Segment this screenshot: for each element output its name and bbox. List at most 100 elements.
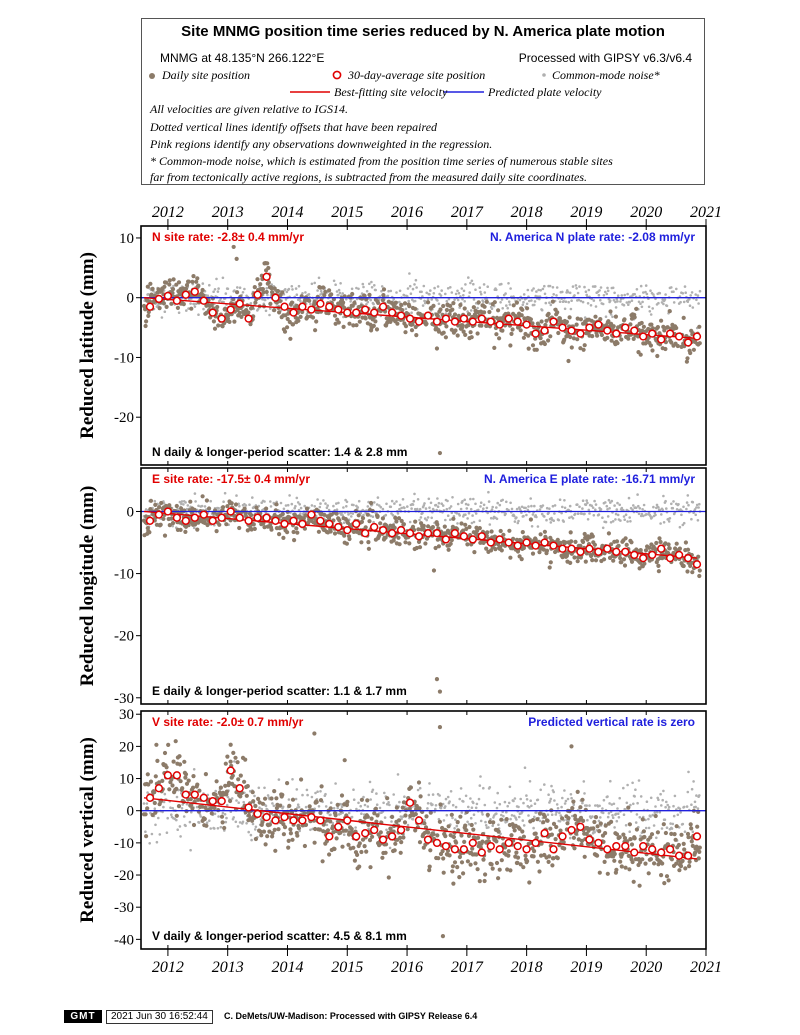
daily-point xyxy=(485,530,490,535)
cmn-point xyxy=(568,836,572,840)
cmn-point xyxy=(313,281,317,285)
cmn-point xyxy=(213,812,217,816)
daily-point xyxy=(313,328,318,333)
avg-point xyxy=(692,332,702,341)
cmn-point xyxy=(598,804,601,808)
cmn-point xyxy=(608,507,611,510)
daily-point xyxy=(632,836,637,841)
daily-point xyxy=(537,550,542,555)
avg-point xyxy=(244,314,253,323)
cmn-point xyxy=(517,815,521,819)
cmn-point xyxy=(357,801,360,805)
cmn-point xyxy=(645,292,649,296)
daily-point xyxy=(153,502,158,507)
daily-point xyxy=(209,811,214,816)
daily-point xyxy=(688,350,693,356)
cmn-point xyxy=(242,800,245,804)
cmn-point xyxy=(456,298,460,302)
cmn-point xyxy=(647,817,650,821)
cmn-point xyxy=(604,315,608,319)
cmn-point xyxy=(619,300,622,303)
cmn-point xyxy=(536,798,540,802)
daily-point xyxy=(613,314,619,319)
daily-point xyxy=(194,279,199,284)
daily-point xyxy=(288,827,293,832)
cmn-point xyxy=(614,306,618,309)
y-tick-label: 10 xyxy=(119,231,134,247)
cmn-point xyxy=(469,507,473,511)
daily-point xyxy=(547,565,552,570)
daily-point xyxy=(602,557,607,562)
daily-point xyxy=(181,302,186,307)
cmn-point xyxy=(436,285,440,288)
daily-point xyxy=(217,522,222,527)
cmn-point xyxy=(545,518,548,522)
cmn-point xyxy=(396,773,400,776)
daily-point xyxy=(484,546,489,551)
daily-point xyxy=(147,299,152,304)
cmn-point xyxy=(244,504,248,507)
cmn-point xyxy=(304,291,307,294)
cmn-point xyxy=(341,514,345,517)
site-rate-label: N site rate: -2.8± 0.4 mm/yr xyxy=(152,230,304,244)
avg-point xyxy=(154,510,164,519)
cmn-point xyxy=(475,802,479,806)
daily-point xyxy=(619,337,624,342)
daily-point xyxy=(499,548,504,553)
daily-point xyxy=(487,309,492,315)
cmn-point xyxy=(303,504,307,508)
cmn-point xyxy=(354,826,357,829)
cmn-point xyxy=(587,508,591,512)
daily-point xyxy=(357,864,362,869)
cmn-point xyxy=(269,505,273,508)
daily-point xyxy=(413,812,418,817)
daily-point xyxy=(401,522,406,527)
cmn-point xyxy=(332,279,336,283)
cmn-point xyxy=(362,795,365,799)
avg-point xyxy=(594,547,603,556)
daily-point xyxy=(317,827,322,832)
daily-point xyxy=(595,824,600,829)
daily-point xyxy=(576,837,581,842)
daily-point xyxy=(368,322,373,327)
cmn-point xyxy=(479,290,482,294)
avg-point xyxy=(378,302,388,311)
daily-point xyxy=(696,554,701,559)
cmn-point xyxy=(445,813,449,817)
cmn-point xyxy=(213,827,216,830)
daily-point xyxy=(685,547,691,552)
cmn-point xyxy=(419,516,423,519)
daily-point xyxy=(582,343,587,348)
cmn-point xyxy=(387,801,390,804)
cmn-point xyxy=(576,512,580,515)
cmn-point xyxy=(357,287,360,291)
y-tick-label: -10 xyxy=(114,350,134,366)
daily-point xyxy=(401,835,406,840)
daily-point xyxy=(220,324,225,329)
daily-point xyxy=(314,799,319,805)
daily-point xyxy=(417,806,422,811)
cmn-point xyxy=(233,760,236,763)
cmn-point xyxy=(469,497,472,501)
avg-point xyxy=(190,513,199,522)
avg-point xyxy=(513,317,522,326)
cmn-point xyxy=(457,291,461,295)
cmn-point xyxy=(332,806,336,810)
daily-point xyxy=(643,548,649,553)
cmn-point xyxy=(490,307,494,311)
daily-point xyxy=(396,516,402,521)
cmn-point xyxy=(451,816,454,820)
daily-point xyxy=(469,335,474,340)
daily-point xyxy=(629,559,635,564)
daily-point xyxy=(550,299,556,304)
cmn-point xyxy=(597,513,601,516)
daily-point xyxy=(589,553,594,559)
daily-point xyxy=(236,777,241,782)
cmn-point xyxy=(501,307,505,310)
cmn-point xyxy=(609,299,612,303)
avg-point xyxy=(226,305,235,314)
cmn-point xyxy=(594,285,597,288)
daily-point xyxy=(207,506,212,511)
daily-point xyxy=(376,300,381,305)
daily-point xyxy=(621,557,627,562)
